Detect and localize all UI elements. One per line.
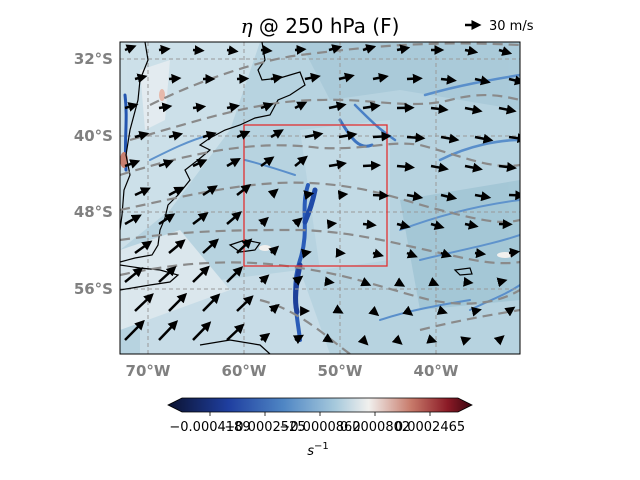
wind-vector-arrow xyxy=(499,281,504,282)
wind-vector-arrow xyxy=(407,78,419,79)
map-panel xyxy=(120,42,524,354)
wind-vector-arrow xyxy=(305,252,308,253)
wind-vector-arrow xyxy=(193,107,203,108)
wind-vector-arrow xyxy=(329,340,330,341)
wind-vector-arrow xyxy=(169,78,178,79)
wind-vector-arrow xyxy=(159,106,169,108)
lon-label-40w: 40°W xyxy=(414,362,459,380)
wind-vector-arrow xyxy=(373,195,386,196)
lon-label-70w: 70°W xyxy=(126,362,171,380)
wind-vector-arrow xyxy=(363,165,378,166)
wind-vector-arrow xyxy=(465,282,470,283)
lat-label-32s: 32°S xyxy=(74,50,113,68)
wind-vector-arrow xyxy=(397,166,412,167)
wind-vector-arrow xyxy=(339,311,341,312)
wind-vector-arrow xyxy=(159,49,167,50)
wind-vector-arrow xyxy=(305,194,311,195)
longitude-labels: 70°W 60°W 50°W 40°W xyxy=(126,362,459,380)
wind-vector-arrow xyxy=(465,339,468,340)
wind-vector-arrow xyxy=(509,252,517,253)
lat-label-48s: 48°S xyxy=(74,203,113,221)
lon-label-60w: 60°W xyxy=(222,362,267,380)
lon-label-50w: 50°W xyxy=(318,362,363,380)
wind-vector-arrow xyxy=(441,79,453,80)
wind-vector-arrow xyxy=(407,137,422,138)
wind-vector-arrow xyxy=(339,194,345,195)
wind-vector-arrow xyxy=(271,77,280,79)
wind-vector-arrow xyxy=(441,311,445,312)
lat-label-56s: 56°S xyxy=(74,280,113,298)
colorbar-tick-4: 0.0002465 xyxy=(395,420,465,435)
wind-vector-arrow xyxy=(475,310,479,311)
wind-vector-arrow xyxy=(261,50,269,51)
colorbar-bar xyxy=(168,398,472,412)
wind-vector-arrow xyxy=(475,253,483,254)
wind-vector-arrow xyxy=(363,224,373,225)
wind-vector-arrow xyxy=(295,49,303,50)
wind-vector-arrow xyxy=(329,224,334,225)
wind-vector-arrow xyxy=(227,50,235,51)
quiver-key: 30 m/s xyxy=(465,19,534,34)
chart-title: η @ 250 hPa (F) xyxy=(241,14,400,38)
wind-vector-arrow xyxy=(373,136,388,137)
wind-vector-arrow xyxy=(193,50,201,51)
colorbar-unit-label: s−1 xyxy=(307,441,329,459)
wind-vector-arrow xyxy=(431,108,445,110)
lat-label-40s: 40°S xyxy=(74,127,113,145)
wind-vector-arrow xyxy=(431,340,434,341)
colorbar: −0.0004189 −0.0002525 −0.0000862 0.00008… xyxy=(168,398,472,459)
latitude-labels: 32°S 40°S 48°S 56°S xyxy=(74,50,113,298)
quiver-key-label: 30 m/s xyxy=(489,19,534,34)
